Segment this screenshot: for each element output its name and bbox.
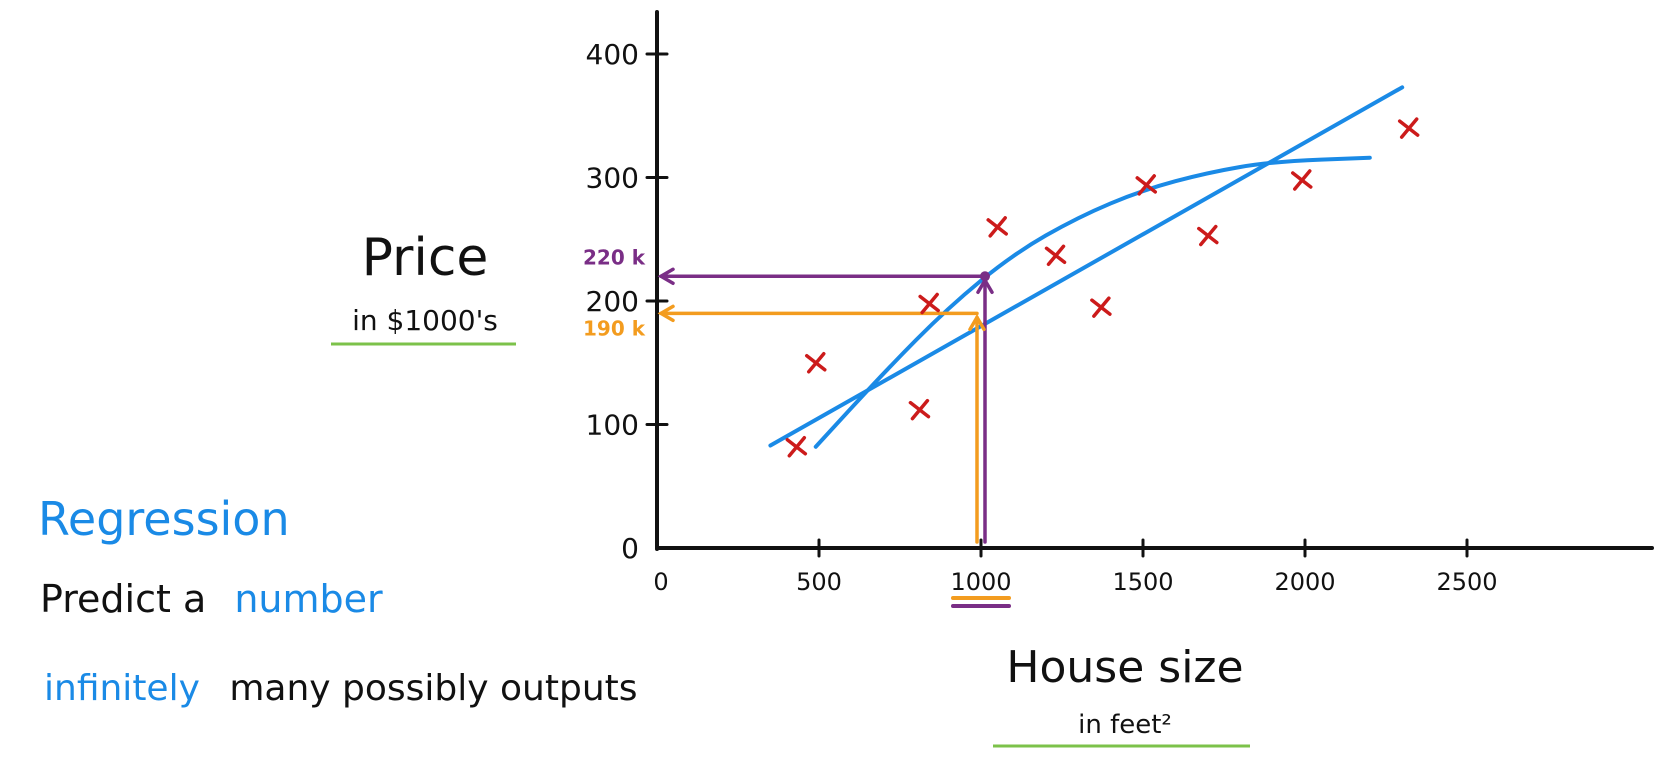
x-tick-label: 2500	[1436, 568, 1497, 596]
data-point-stroke	[1046, 244, 1066, 267]
prediction-vertical-arrowhead	[968, 313, 986, 332]
regression-title: Regression	[38, 492, 290, 546]
data-point-stroke	[988, 216, 1007, 238]
y-tick-label: 300	[586, 162, 639, 195]
note-line-2-text: many possibly outputs	[229, 668, 637, 709]
data-point	[1397, 117, 1420, 139]
y-tick-label: 200	[586, 285, 639, 318]
x-ticks: 0 500 1000 1500 2000 2500	[653, 538, 1498, 608]
data-point-stroke	[1092, 296, 1111, 318]
data-point-stroke	[787, 435, 807, 458]
data-point-stroke	[1399, 117, 1419, 139]
x-tick-label: 500	[796, 568, 842, 596]
x-tick-label: 1500	[1112, 568, 1173, 596]
x-axis-sublabel: in feet²	[1078, 710, 1172, 740]
y-tick-label: 100	[586, 409, 639, 442]
data-point	[805, 352, 827, 374]
data-point	[1090, 296, 1112, 318]
data-point-stroke	[807, 352, 826, 374]
y-ticks: 0 100 200 300 400	[586, 38, 669, 565]
prediction-point	[980, 271, 990, 282]
linear-fit-line	[768, 85, 1405, 448]
note-line-2: infinitely many possibly outputs	[44, 668, 638, 709]
note-line-2-highlight: infinitely	[44, 668, 200, 709]
data-point	[1135, 174, 1157, 196]
x-tick-label: 1000	[950, 568, 1011, 596]
data-point	[986, 216, 1008, 238]
axes	[655, 10, 1654, 551]
x-axis-label: House size	[1006, 642, 1243, 693]
data-point	[1044, 244, 1067, 267]
y-axis-sublabel: in $1000's	[352, 304, 498, 337]
data-point-stroke	[920, 292, 939, 315]
data-point	[908, 398, 931, 421]
data-point-stroke	[910, 398, 930, 421]
y-axis-label: Price	[362, 228, 489, 288]
fit-lines	[768, 85, 1405, 449]
data-point	[1291, 169, 1313, 191]
curved-fit-line	[813, 155, 1372, 449]
note-line-1-text: Predict a	[40, 577, 206, 621]
x-tick-label: 2000	[1274, 568, 1335, 596]
prediction-value-label: 220 k	[583, 245, 646, 269]
data-point	[1197, 224, 1219, 247]
data-point-stroke	[1137, 174, 1156, 196]
prediction-horizontal-arrowhead	[657, 267, 675, 286]
y-tick-label: 400	[586, 38, 639, 71]
annotations: 220 k 190 k	[583, 245, 994, 544]
data-point	[785, 435, 808, 458]
x-tick-label: 0	[653, 568, 668, 596]
note-line-1: Predict a number	[40, 577, 383, 621]
note-line-1-highlight: number	[234, 577, 383, 621]
y-tick-label: 0	[621, 532, 639, 565]
data-point-stroke	[1293, 169, 1312, 191]
data-point	[918, 292, 940, 315]
prediction-value-label: 190 k	[583, 316, 646, 340]
data-point-stroke	[1199, 224, 1218, 247]
prediction-horizontal-arrowhead	[657, 304, 675, 323]
data-points	[785, 117, 1420, 458]
